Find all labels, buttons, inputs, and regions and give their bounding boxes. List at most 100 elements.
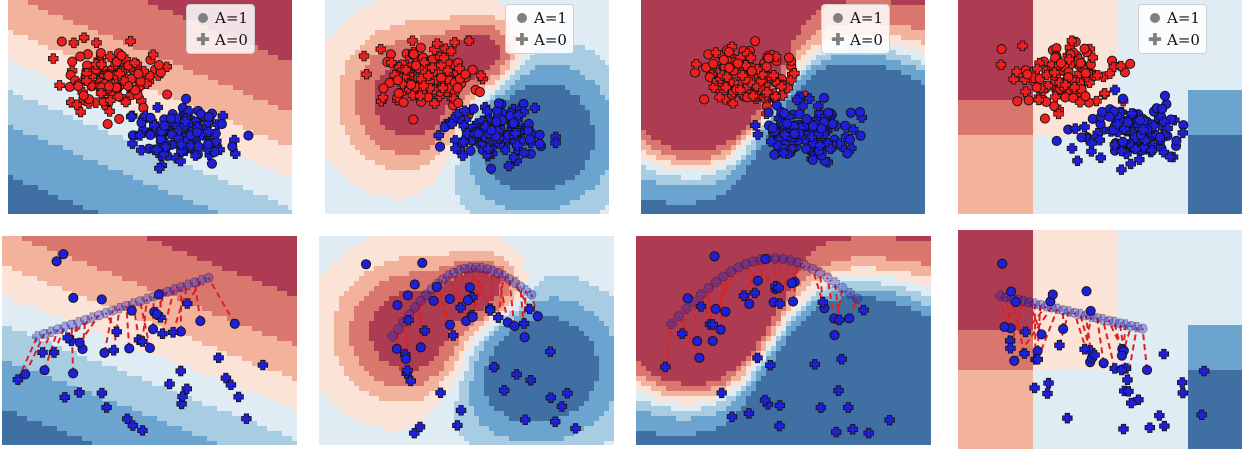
point-red [1060, 79, 1071, 91]
legend-item-a0: ✚ A=0 [1143, 29, 1200, 51]
point-blue [1130, 143, 1141, 155]
point-blue [433, 130, 444, 141]
contour-plot-top-rbf-smooth [325, 0, 609, 214]
point-blue [435, 387, 446, 399]
point-blue [809, 359, 821, 370]
point-blue [175, 139, 187, 150]
counterfactual-point [785, 255, 796, 266]
point-red [1039, 113, 1050, 124]
original-point [774, 298, 786, 309]
point-red [116, 50, 127, 61]
original-point [788, 296, 799, 307]
point-red [406, 79, 417, 90]
counterfactual-point [459, 263, 470, 274]
point-red [105, 95, 116, 106]
original-point [137, 336, 148, 347]
point-blue [1072, 155, 1083, 166]
counterfactual-point [852, 293, 863, 304]
point-blue [549, 416, 561, 427]
legend-label-a0: A=0 [1167, 31, 1200, 49]
legend-item-a0: ✚ A=0 [510, 29, 567, 51]
point-red [1023, 95, 1034, 106]
point-blue [1109, 139, 1121, 150]
point-red [130, 85, 141, 96]
point-blue [1042, 388, 1053, 399]
point-red [114, 113, 125, 124]
original-point [858, 304, 869, 316]
counterfactual-point [189, 277, 200, 288]
point-blue [512, 140, 523, 151]
point-blue [160, 141, 171, 153]
original-point [524, 303, 535, 315]
point-red [1055, 58, 1067, 69]
original-point [391, 343, 402, 354]
counterfactual-arrow [489, 270, 494, 311]
point-red [95, 87, 107, 99]
counterfactual-arrow [497, 275, 505, 318]
counterfactual-arrow [779, 260, 792, 304]
point-blue [1122, 117, 1133, 128]
point-blue [473, 128, 484, 139]
point-red [429, 98, 440, 109]
counterfactual-point [777, 253, 788, 265]
point-blue [1177, 377, 1188, 388]
point-blue [211, 135, 222, 147]
counterfactual-point [420, 289, 432, 301]
point-blue [534, 138, 545, 149]
original-point [20, 369, 31, 380]
point-blue [863, 427, 874, 439]
original-point [694, 352, 705, 363]
point-blue [801, 114, 812, 125]
counterfactual-arrow [497, 272, 509, 323]
point-blue [518, 147, 530, 159]
point-red [453, 97, 464, 108]
original-point [147, 324, 159, 335]
panel-top-tree: A=1 ✚ A=0 [958, 0, 1242, 214]
point-blue [511, 369, 522, 380]
point-red [102, 118, 113, 130]
counterfactual-arrow [508, 278, 516, 327]
original-point [447, 330, 459, 341]
point-red [1115, 60, 1127, 72]
original-point [195, 315, 206, 327]
point-red [75, 51, 86, 62]
point-red [691, 58, 702, 70]
original-point [455, 302, 466, 313]
original-point [493, 312, 504, 323]
point-blue [813, 100, 824, 112]
point-red [103, 70, 114, 81]
point-blue [1097, 106, 1108, 117]
counterfactual-point [437, 274, 448, 285]
point-red [452, 82, 463, 93]
point-blue [180, 116, 191, 127]
point-blue [726, 411, 738, 422]
point-blue [1138, 124, 1149, 135]
point-blue [816, 123, 827, 134]
counterfactual-arrow [519, 286, 526, 338]
counterfactual-point [52, 324, 63, 335]
point-red [438, 52, 450, 64]
counterfactual-point [100, 307, 112, 319]
point-blue [510, 128, 521, 139]
original-point [462, 295, 473, 306]
point-blue [74, 387, 85, 398]
original-point [484, 305, 496, 316]
counterfactual-arrow [664, 323, 673, 368]
counterfactual-point [59, 321, 70, 333]
counterfactual-arrow [1096, 317, 1105, 364]
counterfactual-point [515, 281, 526, 292]
counterfactual-arrow [471, 267, 483, 316]
point-blue [1134, 154, 1145, 165]
counterfactual-point [673, 311, 684, 322]
counterfactual-arrow [207, 277, 236, 325]
point-red [361, 69, 372, 80]
point-blue [434, 141, 446, 152]
point-blue [765, 136, 777, 147]
original-point [167, 327, 179, 338]
circle-marker-icon [198, 13, 208, 23]
point-blue [814, 140, 826, 151]
point-blue [508, 151, 520, 163]
counterfactual-point [748, 256, 759, 267]
point-red [120, 96, 132, 108]
point-blue [570, 423, 581, 434]
